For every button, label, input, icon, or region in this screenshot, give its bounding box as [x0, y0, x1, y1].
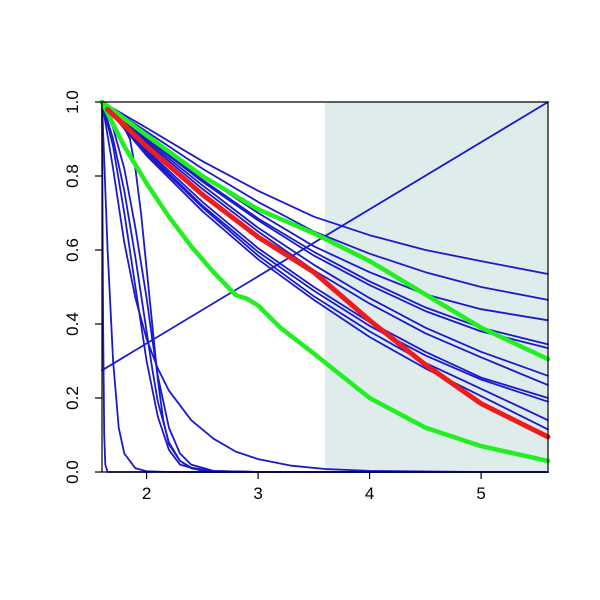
- shaded-region: [325, 102, 548, 472]
- series-line-5: [101, 101, 549, 349]
- y-tick-label: 1.0: [63, 90, 82, 114]
- x-tick-label: 3: [253, 484, 262, 503]
- series-layer: [99, 99, 551, 473]
- y-tick-label: 0.2: [63, 386, 82, 410]
- series-line-21: [99, 99, 551, 464]
- series-line-13: [101, 101, 549, 473]
- series-line-6: [101, 101, 549, 377]
- series-line-10: [101, 101, 549, 422]
- x-tick-label: 4: [365, 484, 374, 503]
- series-line-12: [101, 101, 549, 372]
- series-line-9: [101, 101, 549, 403]
- y-tick-label: 0.8: [63, 164, 82, 188]
- series-line-20: [99, 99, 551, 362]
- y-tick-label: 0.6: [63, 238, 82, 262]
- y-tick-label: 0.4: [63, 312, 82, 336]
- y-tick-label: 0.0: [63, 460, 82, 484]
- axes-layer: 2 3 4 5 0.0 0.2 0.4 0.6 0.8 1.0: [63, 90, 549, 503]
- series-line-22: [105, 106, 551, 440]
- series-line-1: [101, 101, 549, 275]
- x-tick-label: 5: [476, 484, 485, 503]
- series-line-8: [101, 101, 549, 399]
- x-tick-label: 2: [142, 484, 151, 503]
- series-line-11: [101, 101, 549, 431]
